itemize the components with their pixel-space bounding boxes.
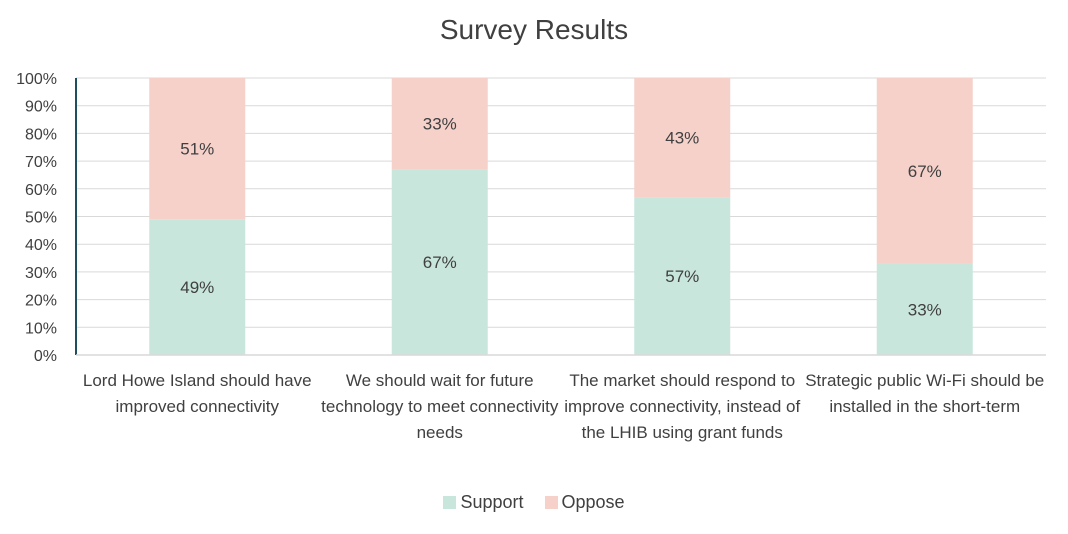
y-tick-label: 20%	[25, 293, 57, 310]
y-tick-label: 0%	[34, 348, 57, 365]
legend-swatch-oppose	[544, 496, 558, 509]
legend-label-oppose: Oppose	[561, 492, 625, 512]
legend-item-oppose: Oppose	[544, 492, 625, 513]
legend-label-support: Support	[460, 492, 524, 512]
y-tick-label: 90%	[25, 99, 57, 116]
data-label-support-0: 49%	[180, 278, 214, 297]
bar-support-3	[876, 263, 973, 355]
bar-support-1	[391, 169, 488, 355]
data-label-oppose-0: 51%	[180, 140, 214, 159]
chart-title: Survey Results	[439, 14, 629, 45]
y-tick-label: 60%	[25, 182, 57, 199]
legend: Support Oppose	[0, 492, 1068, 514]
data-label-support-2: 57%	[665, 267, 699, 286]
data-label-support-3: 33%	[908, 300, 942, 319]
bar-support-0	[149, 219, 246, 355]
legend-swatch-support	[443, 496, 457, 509]
data-label-oppose-2: 43%	[665, 129, 699, 148]
x-category-label: Lord Howe Island should have improved co…	[82, 371, 312, 416]
bar-support-2	[634, 197, 731, 355]
y-tick-label: 80%	[25, 126, 57, 143]
y-tick-label: 30%	[25, 265, 57, 282]
y-tick-label: 10%	[25, 320, 57, 337]
bar-oppose-3	[876, 78, 973, 264]
legend-item-support: Support	[443, 492, 523, 513]
data-label-oppose-3: 67%	[908, 162, 942, 181]
y-tick-label: 70%	[25, 154, 57, 171]
y-tick-label: 40%	[25, 237, 57, 254]
y-tick-label: 100%	[16, 71, 57, 88]
bar-oppose-1	[391, 78, 488, 170]
y-tick-label: 50%	[25, 210, 57, 227]
x-category-label: We should wait for future technology to …	[321, 371, 559, 442]
data-label-oppose-1: 33%	[423, 115, 457, 134]
bar-oppose-0	[149, 78, 246, 220]
x-category-label: The market should respond to improve con…	[564, 371, 801, 442]
bar-oppose-2	[634, 78, 731, 198]
data-label-support-1: 67%	[423, 253, 457, 272]
x-category-label: Strategic public Wi-Fi should be install…	[805, 371, 1045, 416]
